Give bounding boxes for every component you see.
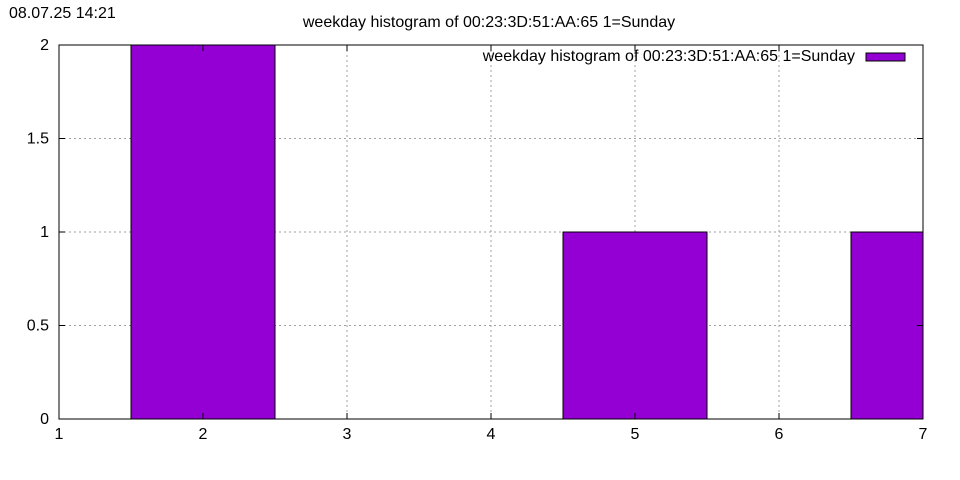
x-tick-label: 3 [343,426,352,443]
x-tick-label: 4 [487,426,496,443]
histogram-bar [850,231,924,420]
y-tick-label: 1.5 [27,131,49,148]
x-tick-label: 6 [775,426,784,443]
legend: weekday histogram of 00:23:3D:51:AA:65 1… [482,48,906,65]
chart-title: weekday histogram of 00:23:3D:51:AA:65 1… [302,14,675,31]
x-tick-label: 5 [631,426,640,443]
bars [130,44,924,420]
y-tick-label: 0.5 [27,318,49,335]
y-tick-label: 2 [40,37,49,54]
y-tick-label: 1 [40,224,49,241]
histogram-bar [130,44,276,420]
legend-swatch [865,52,906,62]
legend-label: weekday histogram of 00:23:3D:51:AA:65 1… [482,48,855,65]
x-tick-label: 1 [55,426,64,443]
x-tick-label: 7 [919,426,928,443]
axis-ticks: 1 2 3 4 5 6 7 0 0.5 1 1.5 2 [27,37,928,443]
histogram-bar [562,231,708,420]
y-tick-label: 0 [40,411,49,428]
x-tick-label: 2 [199,426,208,443]
timestamp: 08.07.25 14:21 [9,5,116,22]
